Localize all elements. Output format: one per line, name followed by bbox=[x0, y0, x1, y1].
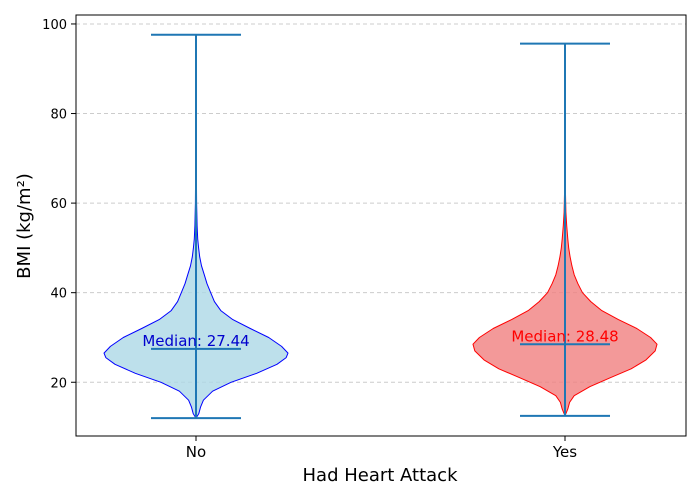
x-axis-label: Had Heart Attack bbox=[303, 465, 459, 486]
y-axis-label: BMI (kg/m²) bbox=[14, 173, 35, 279]
y-axis-ticks: 20 40 60 80 100 bbox=[42, 18, 76, 391]
y-tick-label: 80 bbox=[50, 108, 67, 123]
violin-yes: Median: 28.48 bbox=[472, 42, 658, 417]
x-tick-label-no: No bbox=[186, 443, 206, 461]
y-tick-label: 60 bbox=[50, 197, 67, 212]
x-axis-ticks: No Yes bbox=[186, 436, 577, 461]
median-label: Median: 27.44 bbox=[142, 332, 249, 350]
y-tick-label: 100 bbox=[42, 18, 67, 33]
median-label: Median: 28.48 bbox=[511, 327, 618, 345]
y-tick-label: 20 bbox=[50, 376, 67, 391]
violins: Median: 27.44 Median: 28.48 bbox=[103, 33, 658, 420]
x-tick-label-yes: Yes bbox=[552, 443, 577, 461]
plot-area-frame bbox=[75, 14, 687, 437]
y-tick-label: 40 bbox=[50, 287, 67, 302]
violin-no: Median: 27.44 bbox=[103, 33, 289, 420]
